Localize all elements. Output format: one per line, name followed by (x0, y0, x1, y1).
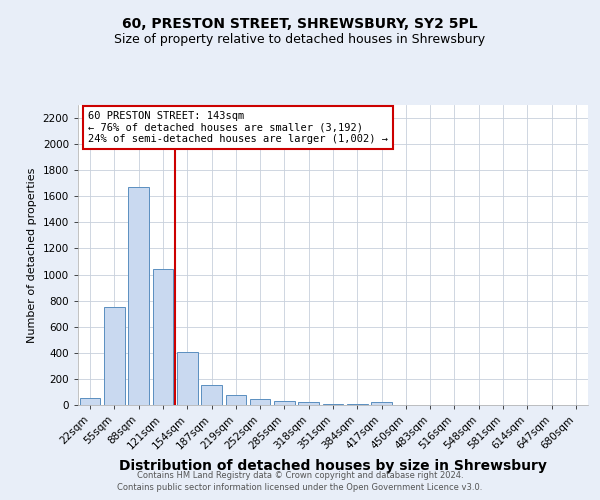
Bar (177, 352, 197, 405)
Bar (298, 402, 319, 405)
Y-axis label: Number of detached properties: Number of detached properties (27, 168, 37, 342)
Bar (80, 398, 100, 405)
Bar (104, 307, 125, 405)
Bar (347, 404, 368, 405)
Bar (152, 270, 173, 405)
Bar (323, 404, 343, 405)
Bar (250, 399, 271, 405)
Text: Contains public sector information licensed under the Open Government Licence v3: Contains public sector information licen… (118, 484, 482, 492)
Bar (128, 187, 149, 405)
Bar (371, 402, 392, 405)
Bar (274, 401, 295, 405)
Text: Contains HM Land Registry data © Crown copyright and database right 2024.: Contains HM Land Registry data © Crown c… (137, 471, 463, 480)
Text: Size of property relative to detached houses in Shrewsbury: Size of property relative to detached ho… (115, 32, 485, 46)
Bar (226, 394, 246, 405)
Text: 60 PRESTON STREET: 143sqm
← 76% of detached houses are smaller (3,192)
24% of se: 60 PRESTON STREET: 143sqm ← 76% of detac… (88, 111, 388, 144)
X-axis label: Distribution of detached houses by size in Shrewsbury: Distribution of detached houses by size … (119, 459, 547, 473)
Text: 60, PRESTON STREET, SHREWSBURY, SY2 5PL: 60, PRESTON STREET, SHREWSBURY, SY2 5PL (122, 18, 478, 32)
Bar (201, 386, 222, 405)
